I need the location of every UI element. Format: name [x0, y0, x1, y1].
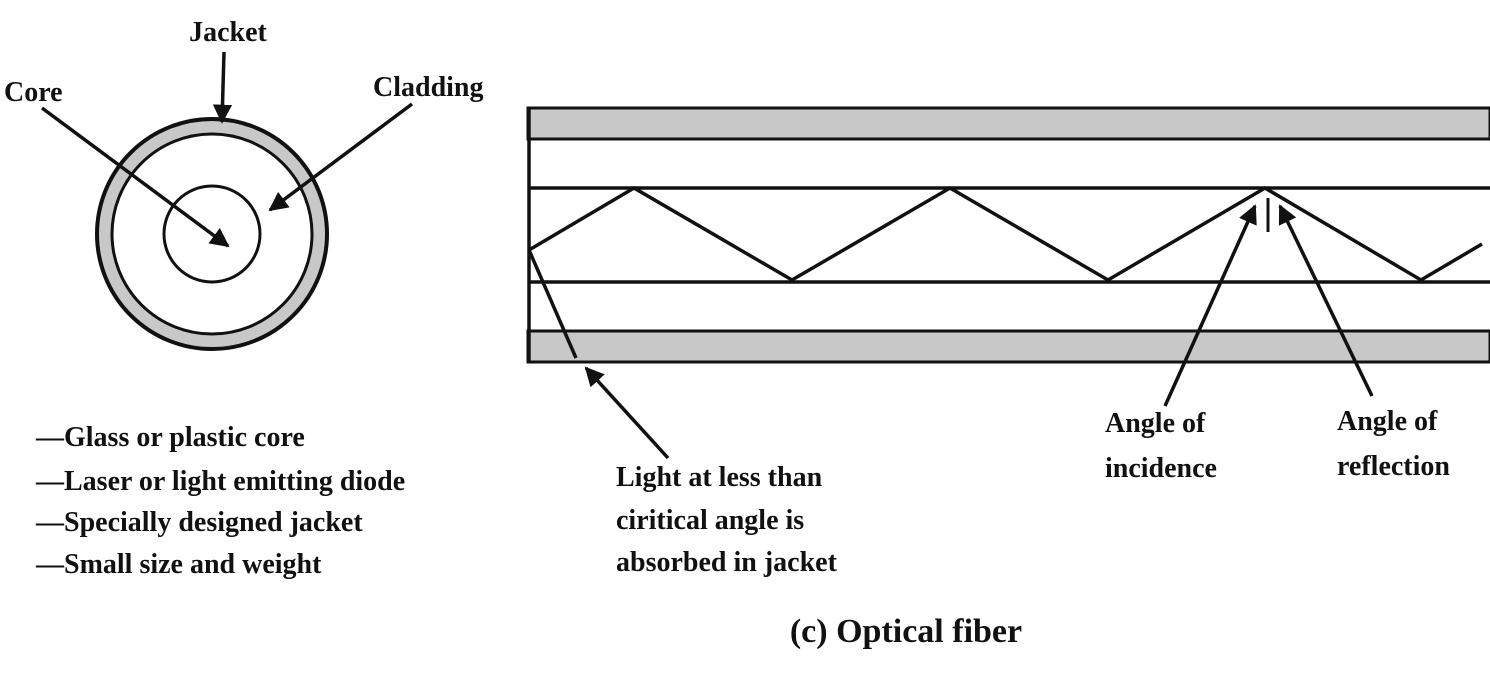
reflection-label-line: reflection [1337, 451, 1450, 482]
absorbed-ray [527, 249, 578, 359]
incidence-label-line: Angle of [1105, 408, 1206, 439]
incidence-label: Angle of incidence [1105, 408, 1217, 484]
cladding-label: Cladding [373, 72, 484, 103]
feature-item: —Laser or light emitting diode [35, 466, 405, 497]
absorbed-note-line: absorbed in jacket [616, 547, 838, 578]
absorbed-note-line: Light at less than [616, 462, 823, 493]
incidence-arrow [1163, 204, 1257, 407]
figure-caption: (c) Optical fiber [790, 613, 1022, 650]
jacket-arrow [212, 51, 233, 124]
bottom-jacket-band [526, 329, 1490, 364]
jacket-label: Jacket [189, 17, 267, 48]
feature-item: —Glass or plastic core [35, 422, 305, 453]
feature-list: —Glass or plastic core —Laser or light e… [35, 422, 405, 580]
absorbed-note-line: ciritical angle is [616, 505, 804, 536]
core-label: Core [4, 77, 63, 108]
feature-item: —Specially designed jacket [35, 507, 363, 538]
longitudinal-view: Light at less than ciritical angle is ab… [526, 106, 1490, 578]
reflection-arrow [1278, 204, 1374, 397]
absorbed-arrow [584, 366, 670, 460]
light-ray-path [528, 185, 1483, 283]
incidence-label-line: incidence [1105, 453, 1217, 484]
reflection-label-line: Angle of [1337, 406, 1438, 437]
cross-section: Jacket Core Cladding [4, 17, 484, 351]
cladding-arrow [268, 102, 414, 212]
absorbed-note: Light at less than ciritical angle is ab… [616, 462, 838, 578]
core-arrow [40, 106, 230, 248]
feature-item: —Small size and weight [35, 549, 322, 580]
top-jacket-band [526, 106, 1490, 141]
reflection-label: Angle of reflection [1337, 406, 1450, 482]
